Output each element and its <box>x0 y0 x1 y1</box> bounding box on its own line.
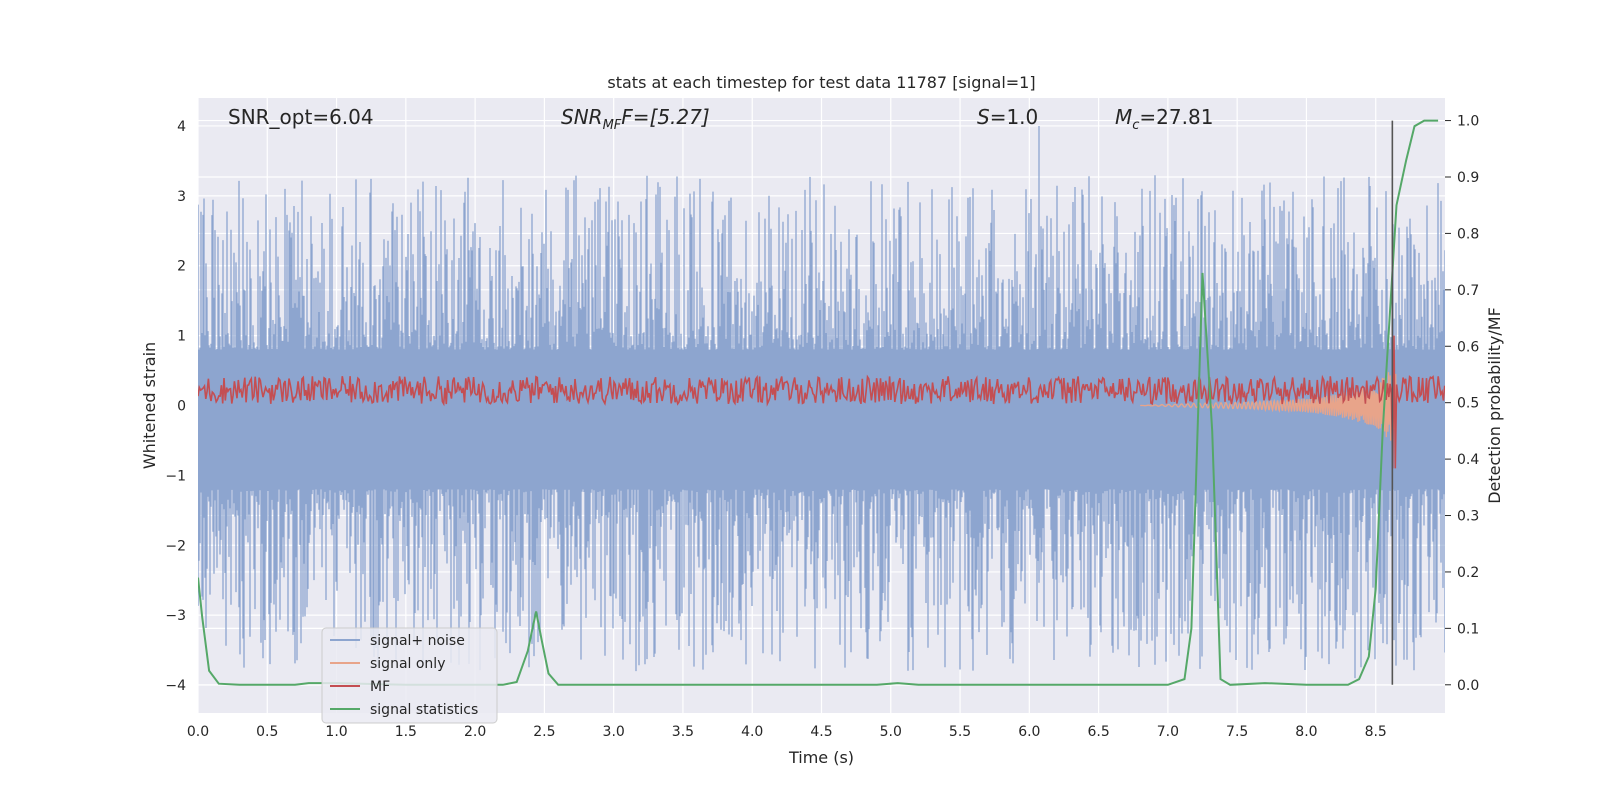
x-axis-label: Time (s) <box>788 748 854 767</box>
y-tick-label-left: 0 <box>177 399 186 415</box>
x-tick-label: 1.5 <box>395 724 417 740</box>
x-tick-label: 5.5 <box>949 724 971 740</box>
x-tick-label: 7.0 <box>1157 724 1179 740</box>
y-tick-label-left: −4 <box>165 678 186 694</box>
y-tick-label-left: −2 <box>165 538 186 554</box>
chart-title: stats at each timestep for test data 117… <box>607 73 1035 92</box>
y-axis-right-ticks: 0.0 0.1 0.2 0.3 0.4 0.5 0.6 0.7 0.8 0.9 1.0 <box>1445 114 1479 694</box>
y-axis-right-label: Detection probability/MF <box>1485 307 1504 504</box>
x-tick-label: 6.0 <box>1018 724 1040 740</box>
x-tick-label: 7.5 <box>1226 724 1248 740</box>
x-tick-label: 0.0 <box>187 724 209 740</box>
y-tick-label-left: 1 <box>177 329 186 345</box>
annotation-s: S=1.0 <box>977 105 1038 129</box>
annotation-s-rest: =1.0 <box>990 105 1039 129</box>
annotation-mc: Mc=27.81 <box>1115 105 1213 133</box>
annotation-s-main: S <box>977 105 990 129</box>
y-tick-label-right: 0.6 <box>1457 339 1479 355</box>
x-axis-ticks: 0.0 0.5 1.0 1.5 2.0 2.5 3.0 3.5 4.0 4.5 5.0 5.5 6.0 6… <box>187 724 1387 740</box>
y-axis-left-ticks: −4 −3 −2 −1 0 1 2 3 4 <box>165 119 186 694</box>
x-tick-label: 3.0 <box>603 724 625 740</box>
y-tick-label-left: 3 <box>177 189 186 205</box>
y-tick-label-right: 1.0 <box>1457 114 1479 130</box>
y-tick-label-left: −1 <box>165 468 186 484</box>
annotation-mc-sub: c <box>1132 118 1139 133</box>
x-tick-label: 2.5 <box>533 724 555 740</box>
annotation-snr-mf-sub: MF <box>603 118 622 133</box>
x-tick-label: 1.0 <box>325 724 347 740</box>
x-tick-label: 4.0 <box>741 724 763 740</box>
y-tick-label-left: 2 <box>177 259 186 275</box>
annotation-mc-main: M <box>1115 105 1132 129</box>
x-tick-label: 5.0 <box>880 724 902 740</box>
y-tick-label-right: 0.1 <box>1457 621 1479 637</box>
y-tick-label-right: 0.2 <box>1457 565 1479 581</box>
x-tick-label: 4.5 <box>810 724 832 740</box>
annotation-snr-opt: SNR_opt=6.04 <box>228 105 374 129</box>
y-tick-label-right: 0.7 <box>1457 283 1479 299</box>
x-tick-label: 8.5 <box>1365 724 1387 740</box>
legend-label: signal only <box>370 656 445 672</box>
annotation-snr-mf-main: SNR <box>561 105 603 129</box>
x-tick-label: 2.0 <box>464 724 486 740</box>
legend-label: MF <box>370 679 390 695</box>
legend: signal+ noise signal only MF signal statist… <box>321 627 498 724</box>
legend-label: signal statistics <box>370 702 478 718</box>
y-tick-label-left: −3 <box>165 608 186 624</box>
legend-label: signal+ noise <box>370 633 465 649</box>
x-tick-label: 0.5 <box>256 724 278 740</box>
y-tick-label-right: 0.3 <box>1457 509 1479 525</box>
y-tick-label-right: 0.8 <box>1457 226 1479 242</box>
y-axis-left-label: Whitened strain <box>140 342 159 469</box>
x-tick-label: 8.0 <box>1295 724 1317 740</box>
annotation-mc-rest: =27.81 <box>1139 105 1213 129</box>
annotation-snr-mf: SNRMFF=[5.27] <box>561 105 710 133</box>
y-tick-label-right: 0.5 <box>1457 396 1479 412</box>
y-tick-label-right: 0.9 <box>1457 170 1479 186</box>
x-tick-label: 3.5 <box>672 724 694 740</box>
x-tick-label: 6.5 <box>1087 724 1109 740</box>
series-mf <box>198 335 1445 469</box>
y-tick-label-left: 4 <box>177 119 186 135</box>
y-tick-label-right: 0.0 <box>1457 678 1479 694</box>
series-signal-noise <box>198 126 1445 679</box>
y-tick-label-right: 0.4 <box>1457 452 1479 468</box>
legend-box <box>321 627 498 724</box>
annotation-snr-mf-rest: F=[5.27] <box>621 105 709 129</box>
